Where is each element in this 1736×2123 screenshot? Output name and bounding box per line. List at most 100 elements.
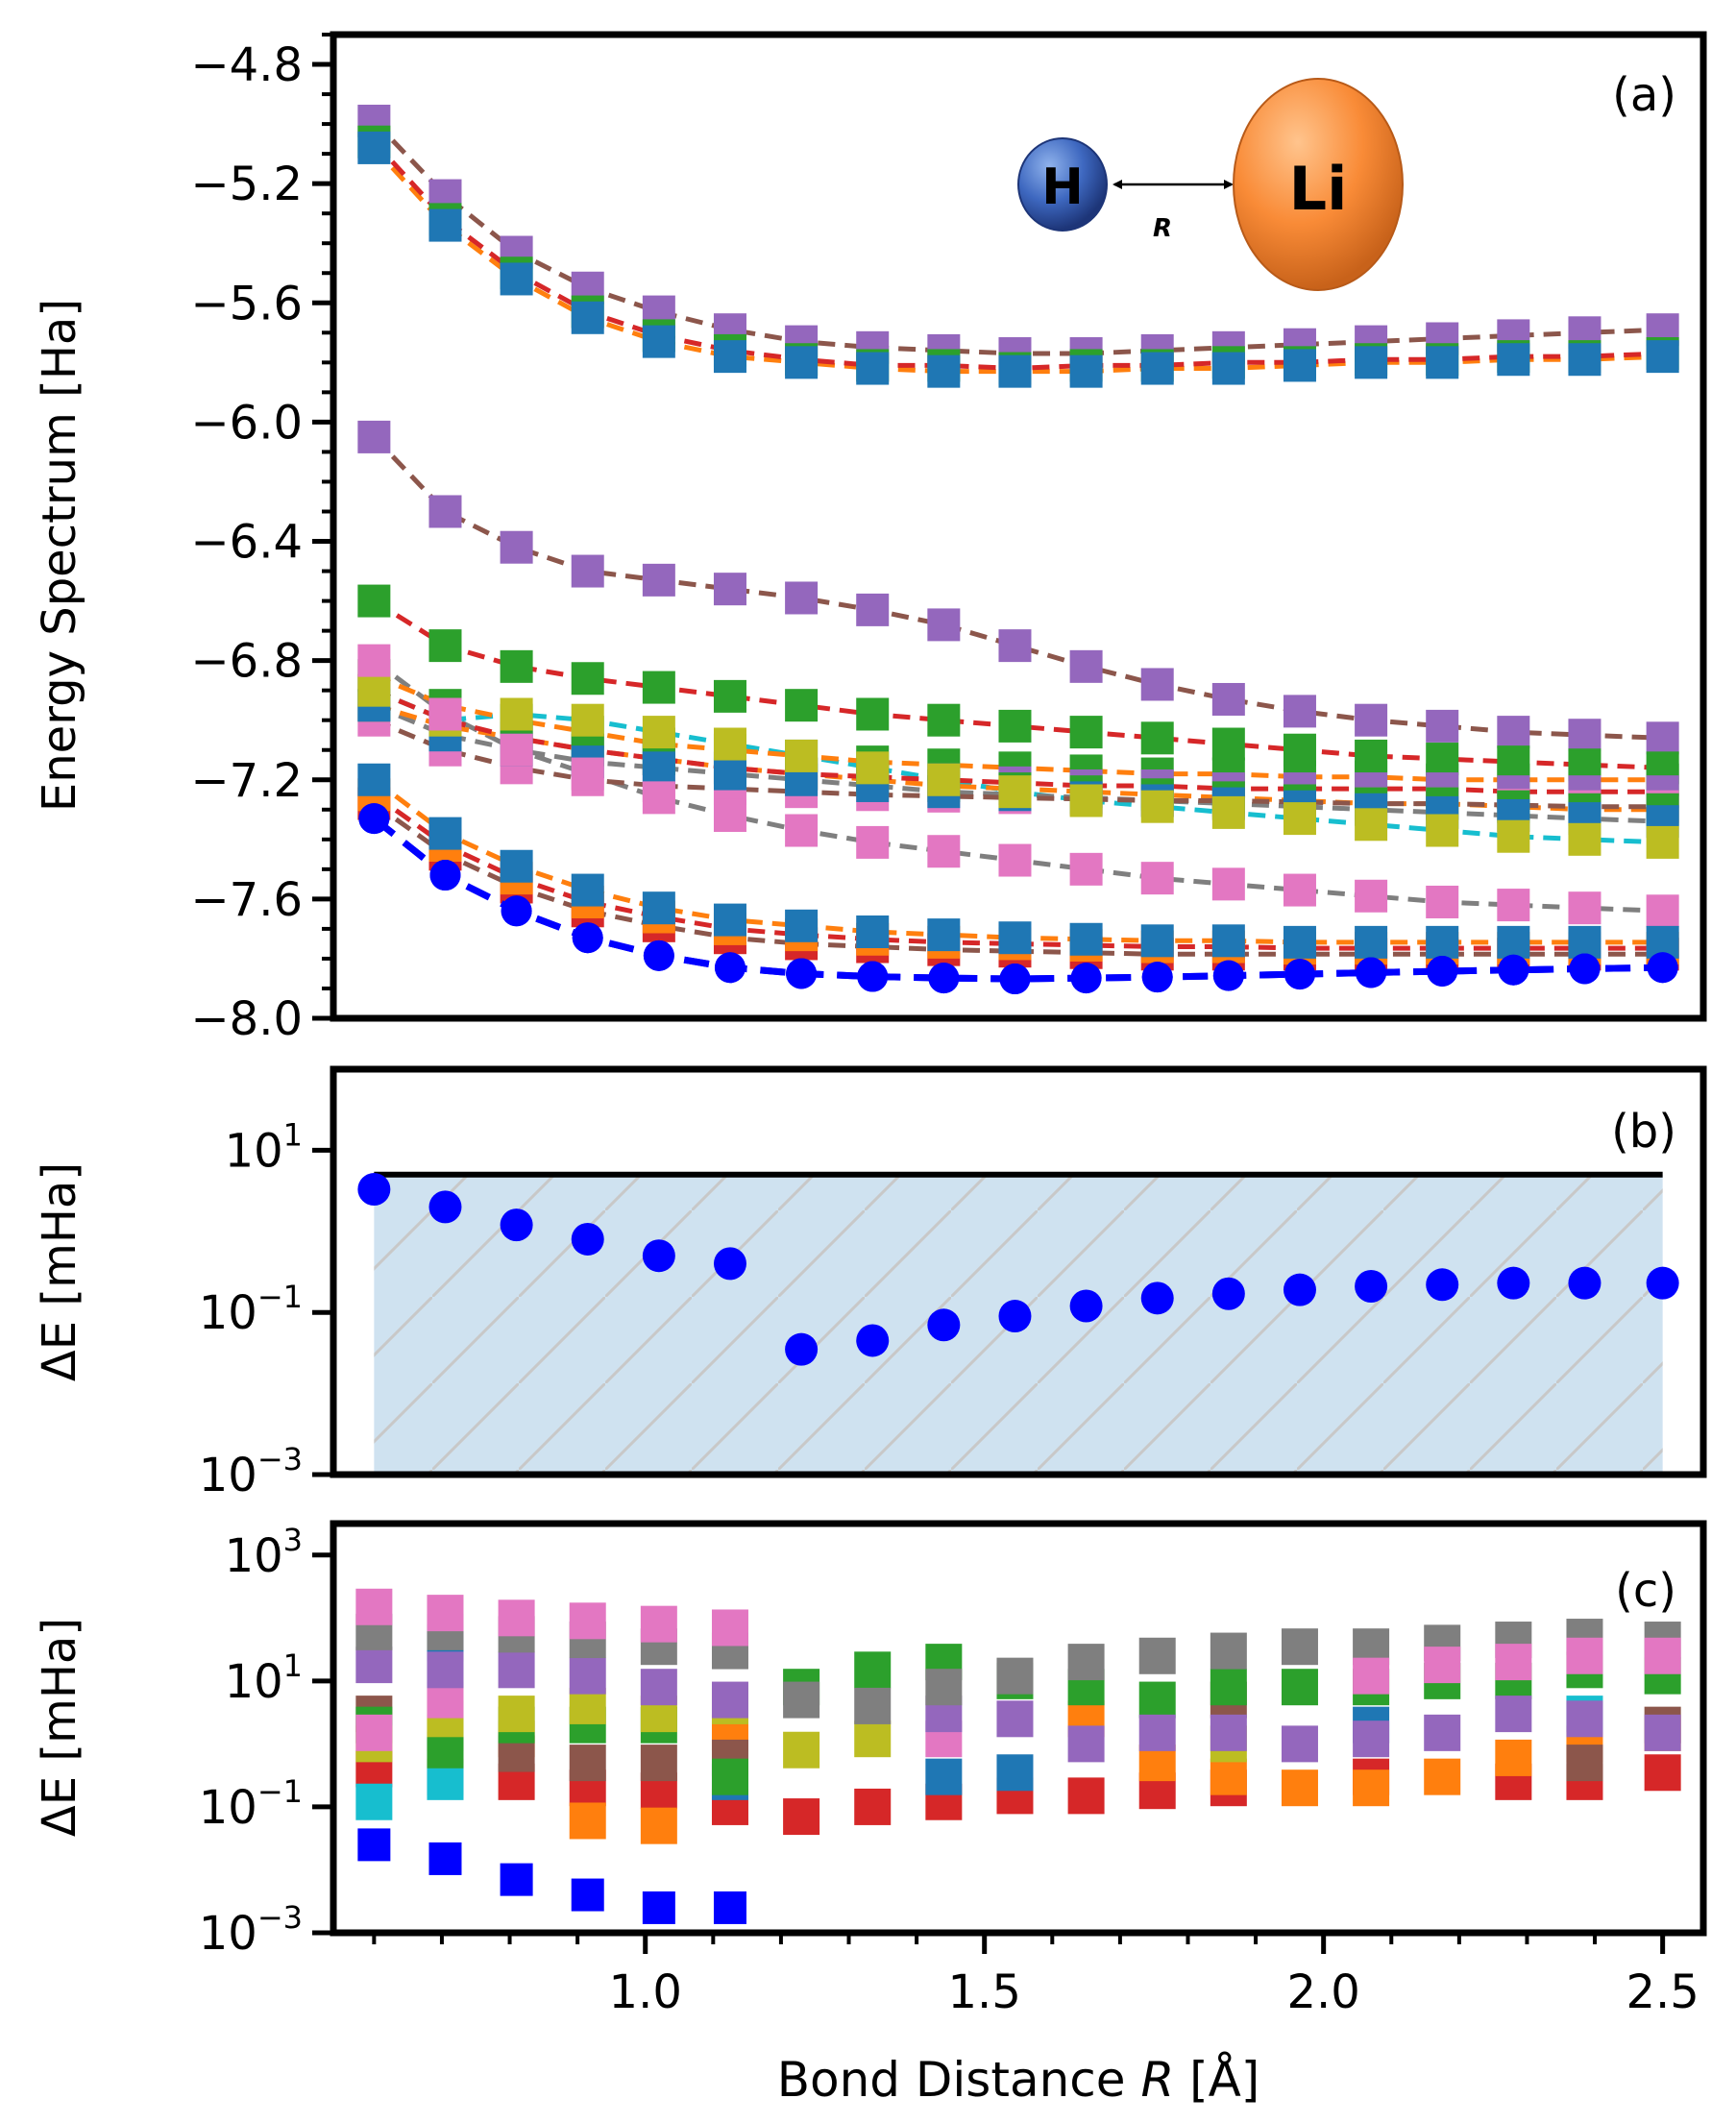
excited-state-marker-13 <box>1568 343 1602 377</box>
excited-state-marker-4 <box>713 798 746 832</box>
excited-state-marker-5 <box>1211 795 1245 829</box>
panel-c-label: (c) <box>1615 1564 1676 1618</box>
excited-error-marker-5 <box>711 1758 748 1795</box>
excited-state-marker-5 <box>856 751 890 785</box>
excited-state-marker-12 <box>642 563 675 597</box>
excited-state-marker-5 <box>998 775 1032 809</box>
tick-exponent: −3 <box>257 1441 303 1477</box>
excited-error-marker-0 <box>783 1798 820 1836</box>
excited-state-marker-5 <box>927 763 961 796</box>
excited-state-marker-1 <box>1426 925 1459 959</box>
y-tick-label: −6.8 <box>190 635 303 689</box>
excited-state-marker-13 <box>713 340 746 374</box>
y-tick-label: −5.6 <box>190 277 303 330</box>
excited-error-marker-5 <box>1138 1681 1176 1719</box>
excited-state-marker-1 <box>856 915 890 949</box>
y-tick-label: 101 <box>225 1647 303 1709</box>
excited-state-marker-5 <box>357 673 391 707</box>
excited-state-marker-1 <box>1140 924 1174 958</box>
excited-error-marker-10 <box>1566 1637 1603 1674</box>
ground-state-point <box>1569 953 1601 985</box>
excited-error-marker-10 <box>355 1588 393 1625</box>
excited-error-marker-9 <box>1138 1637 1176 1674</box>
y-tick-label: −7.6 <box>190 873 303 927</box>
excited-state-marker-12 <box>785 581 819 615</box>
molecule-inset: H R Li <box>1017 78 1404 291</box>
excited-state-marker-11 <box>856 697 890 731</box>
y-tick-label: −6.4 <box>190 516 303 570</box>
excited-state-marker-4 <box>1568 891 1602 925</box>
excited-state-marker-5 <box>571 703 604 737</box>
tick-exponent: 3 <box>283 1522 303 1558</box>
ground-state-point <box>928 963 960 994</box>
ground-error-point <box>1355 1270 1388 1304</box>
excited-state-marker-13 <box>1355 346 1388 379</box>
excited-state-marker-11 <box>927 703 961 737</box>
excited-error-marker-8 <box>1210 1714 1247 1751</box>
excited-state-marker-12 <box>998 629 1032 663</box>
hydrogen-atom <box>1017 137 1108 232</box>
excited-state-marker-4 <box>571 757 604 791</box>
ground-error-point <box>785 1332 819 1366</box>
excited-error-marker-1 <box>1424 1758 1461 1795</box>
excited-state-marker-13 <box>642 325 675 358</box>
excited-state-marker-1 <box>713 903 746 937</box>
excited-state-marker-13 <box>1069 354 1103 388</box>
excited-error-marker-8 <box>996 1700 1034 1738</box>
ground-error-marker <box>500 1863 533 1896</box>
panel-b-y-label: ΔE [mHa] <box>33 1162 86 1381</box>
excited-state-marker-5 <box>1069 784 1103 817</box>
excited-state-marker-1 <box>1355 925 1388 959</box>
ground-state-point <box>358 803 390 835</box>
x-axis-label-prefix: Bond Distance <box>777 2052 1141 2108</box>
ground-error-point <box>428 1190 462 1224</box>
excited-error-marker-7 <box>355 1714 393 1751</box>
ground-state-point <box>1498 954 1529 986</box>
excited-state-marker-5 <box>785 739 819 772</box>
excited-state-marker-5 <box>713 727 746 761</box>
excited-error-marker-2 <box>355 1783 393 1820</box>
excited-state-marker-5 <box>1283 802 1316 836</box>
excited-state-marker-1 <box>357 763 391 796</box>
ground-error-point <box>357 1173 391 1207</box>
excited-error-marker-1 <box>1281 1769 1318 1807</box>
panel-b-frame <box>330 1065 1707 1478</box>
excited-state-marker-4 <box>357 644 391 677</box>
excited-state-marker-1 <box>1283 925 1316 959</box>
excited-state-marker-4 <box>1355 879 1388 913</box>
excited-state-marker-13 <box>927 354 961 388</box>
tick-base: 10 <box>225 1124 283 1178</box>
excited-state-marker-4 <box>1069 852 1103 886</box>
excited-state-marker-4 <box>927 835 961 868</box>
ground-error-marker <box>713 1891 746 1924</box>
excited-error-marker-0 <box>1067 1777 1105 1815</box>
excited-error-marker-5 <box>427 1731 464 1769</box>
excited-error-marker-6 <box>498 1696 535 1733</box>
excited-state-marker-12 <box>357 420 391 453</box>
panel-a-energy-spectrum: H R Li −4.8−5.2−5.6−6.0−6.4−6.8−7.2−7.6−… <box>33 31 1707 1046</box>
y-tick-label: −4.8 <box>190 38 303 92</box>
excited-error-marker-10 <box>498 1599 535 1637</box>
excited-state-marker-11 <box>1211 727 1245 761</box>
excited-state-marker-4 <box>1646 894 1679 928</box>
panel-c-error-squares <box>355 1588 1681 1924</box>
ground-error-point <box>642 1239 675 1273</box>
y-tick-label: −6.0 <box>190 396 303 450</box>
excited-state-marker-6 <box>713 757 746 791</box>
excited-error-marker-8 <box>1424 1714 1461 1751</box>
ground-error-point <box>1646 1266 1679 1300</box>
ground-state-point <box>643 939 674 971</box>
shared-x-axis: 1.0 1.5 2.0 2.5 <box>372 1933 1699 2019</box>
ground-error-point <box>713 1247 746 1281</box>
excited-error-marker-4 <box>640 1745 677 1782</box>
ground-error-point <box>1497 1266 1530 1300</box>
excited-state-marker-5 <box>1568 822 1602 856</box>
ground-state-point <box>857 961 889 992</box>
excited-state-marker-5 <box>500 697 533 731</box>
bond-r-label: R <box>1153 214 1172 243</box>
ground-state-point <box>572 922 603 954</box>
excited-state-marker-13 <box>1646 340 1679 374</box>
